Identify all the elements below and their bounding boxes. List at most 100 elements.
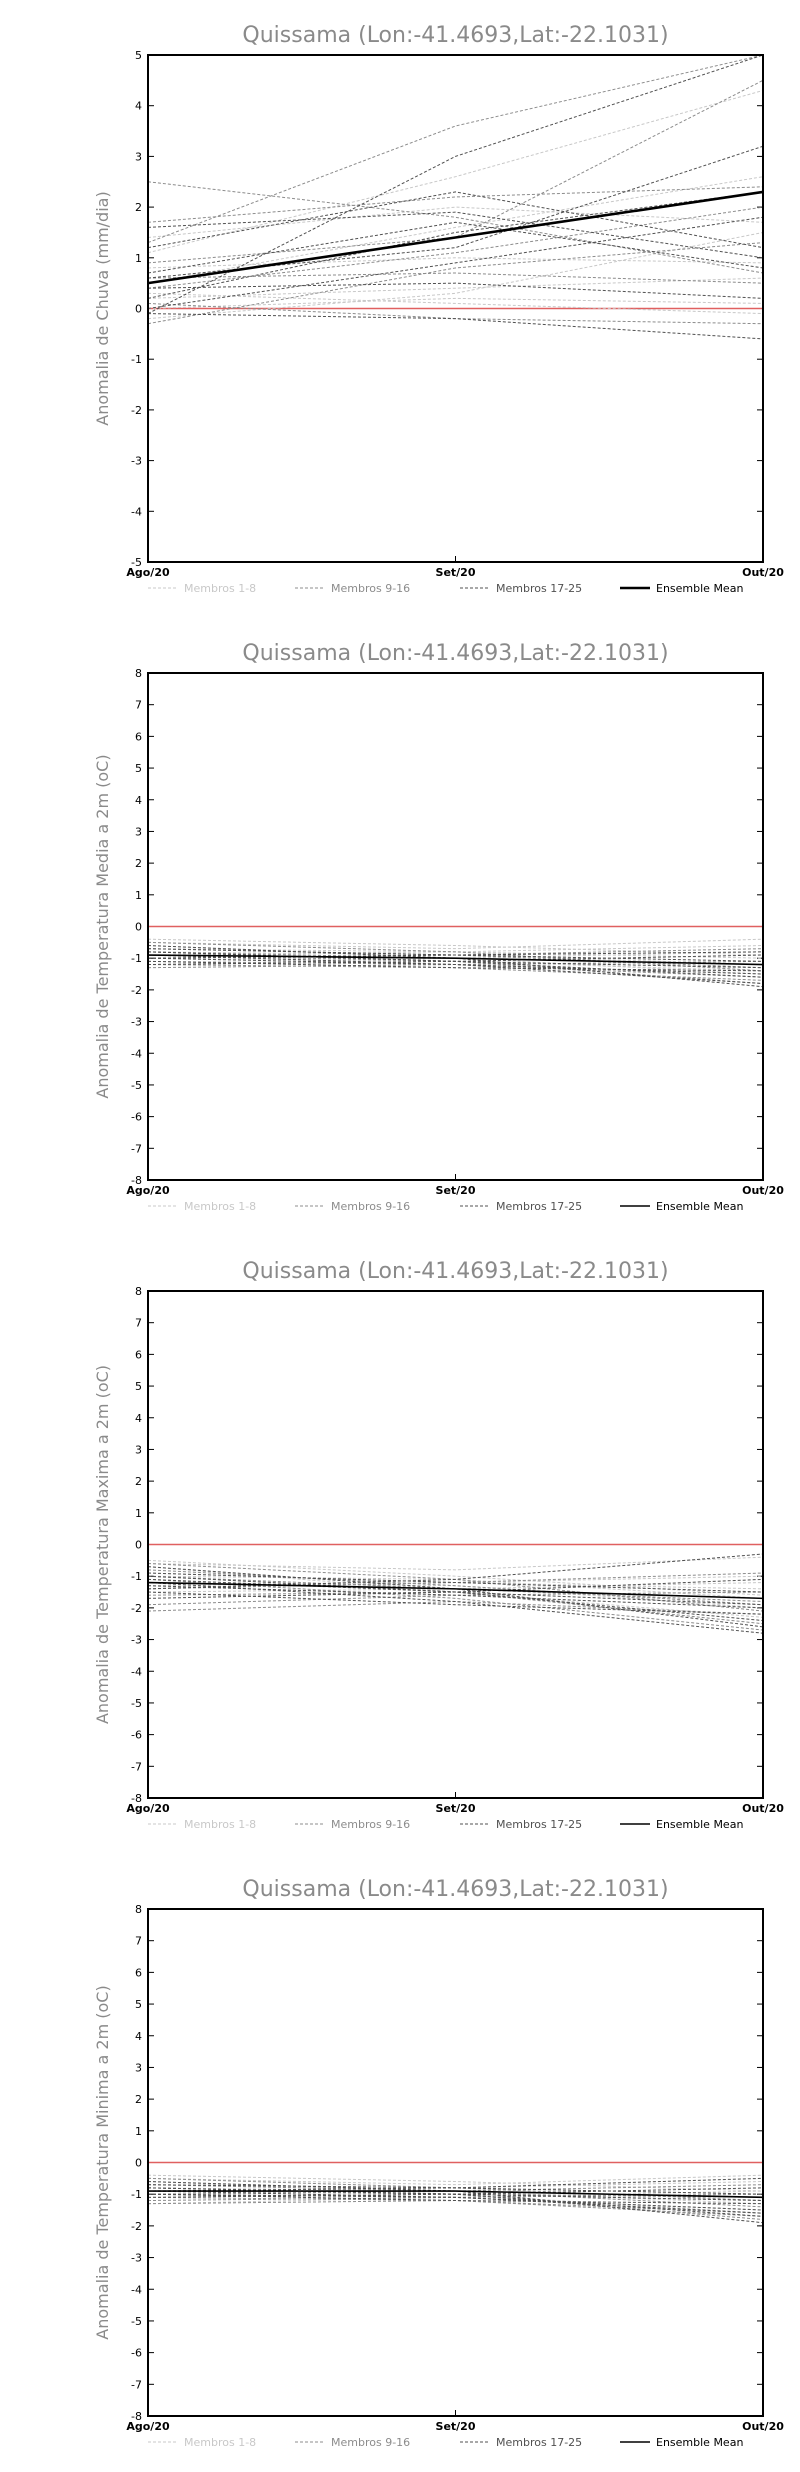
- y-tick-label: 0: [135, 2157, 142, 2170]
- y-tick-label: 4: [135, 1412, 142, 1425]
- y-tick-label: -5: [131, 2315, 142, 2328]
- member-line-12: [147, 302, 764, 325]
- y-tick-label: -2: [131, 984, 142, 997]
- y-tick-label: 7: [135, 1935, 142, 1948]
- legend-label: Ensemble Mean: [656, 1818, 743, 1831]
- member-line-1: [147, 176, 764, 284]
- member-line-15: [147, 242, 764, 325]
- x-tick-label: Out/20: [742, 2420, 784, 2433]
- member-line-21: [147, 2190, 764, 2214]
- y-tick-label: -2: [131, 404, 142, 417]
- y-tick-label: -8: [131, 1792, 142, 1805]
- x-tick-label: Set/20: [436, 1802, 476, 1815]
- member-line-19: [147, 191, 764, 249]
- member-line-23: [147, 1591, 764, 1615]
- y-tick-label: 1: [135, 252, 142, 265]
- y-tick-label: -4: [131, 1665, 142, 1678]
- chart-panel-3: Quissama (Lon:-41.4693,Lat:-22.1031) Anom…: [93, 1259, 784, 1831]
- legend-label: Membros 9-16: [331, 2436, 410, 2449]
- y-tick-label: -5: [131, 1079, 142, 1092]
- y-tick-label: 2: [135, 857, 142, 870]
- y-tick-label: -8: [131, 1174, 142, 1187]
- member-line-1: [147, 2174, 764, 2192]
- x-tick-label: Out/20: [742, 566, 784, 579]
- ensemble-mean-line: [147, 190, 764, 285]
- member-line-14: [147, 272, 764, 284]
- y-tick-label: 3: [135, 150, 142, 163]
- y-tick-label: -1: [131, 952, 142, 965]
- y-tick-label: 7: [135, 1317, 142, 1330]
- member-line-4: [147, 297, 764, 309]
- member-line-22: [147, 1572, 764, 1593]
- member-line-24: [147, 1553, 764, 1590]
- member-line-21: [147, 1582, 764, 1634]
- y-tick-label: -5: [131, 1697, 142, 1710]
- legend-label: Membros 9-16: [331, 582, 410, 595]
- chart-title: Quissama (Lon:-41.4693,Lat:-22.1031): [242, 641, 668, 666]
- y-tick-label: 1: [135, 1507, 142, 1520]
- legend-label: Membros 1-8: [184, 1818, 256, 1831]
- y-tick-label: -8: [131, 2410, 142, 2423]
- member-line-4: [147, 1556, 764, 1571]
- member-line-10: [147, 1569, 764, 1606]
- x-tick-label: Set/20: [436, 566, 476, 579]
- x-tick-label: Ago/20: [126, 1184, 170, 1197]
- ensemble-mean-line: [147, 1581, 764, 1600]
- y-tick-label: 1: [135, 2125, 142, 2138]
- chart-title: Quissama (Lon:-41.4693,Lat:-22.1031): [242, 23, 668, 48]
- member-line-17: [147, 54, 764, 315]
- x-tick-label: Set/20: [436, 2420, 476, 2433]
- member-line-11: [147, 206, 764, 289]
- member-line-23: [147, 221, 764, 274]
- plot-frame: [147, 54, 764, 563]
- chart-title: Quissama (Lon:-41.4693,Lat:-22.1031): [242, 1877, 668, 1902]
- y-tick-label: 6: [135, 730, 142, 743]
- y-axis-label: Anomalia de Chuva (mm/dia): [93, 191, 112, 425]
- member-line-25: [147, 951, 764, 969]
- y-tick-label: 2: [135, 1475, 142, 1488]
- member-line-23: [147, 960, 764, 972]
- y-tick-label: -3: [131, 2252, 142, 2265]
- legend-label: Membros 9-16: [331, 1818, 410, 1831]
- y-tick-label: -5: [131, 556, 142, 569]
- ensemble-mean-line: [148, 2190, 764, 2199]
- member-line-7: [147, 292, 764, 315]
- legend-label: Membros 9-16: [331, 1200, 410, 1213]
- y-axis-label: Anomalia de Temperatura Media a 2m (oC): [93, 754, 112, 1098]
- y-tick-label: 2: [135, 201, 142, 214]
- y-tick-label: -2: [131, 1602, 142, 1615]
- member-line-21: [147, 954, 764, 985]
- legend-label: Ensemble Mean: [656, 1200, 743, 1213]
- y-tick-label: -3: [131, 1634, 142, 1647]
- y-tick-label: 4: [135, 2030, 142, 2043]
- y-tick-label: -4: [131, 505, 142, 518]
- x-tick-label: Ago/20: [126, 566, 170, 579]
- y-tick-label: -3: [131, 455, 142, 468]
- y-tick-label: -4: [131, 1047, 142, 1060]
- y-tick-label: 8: [135, 1903, 142, 1916]
- y-axis-label: Anomalia de Temperatura Minima a 2m (oC): [93, 1985, 112, 2339]
- plot-frame: [147, 1290, 764, 1799]
- x-tick-label: Ago/20: [126, 1802, 170, 1815]
- member-line-6: [147, 257, 764, 269]
- member-line-5: [147, 231, 764, 320]
- y-tick-label: -6: [131, 1729, 142, 1742]
- y-tick-label: 0: [135, 1539, 142, 1552]
- y-tick-label: 5: [135, 49, 142, 62]
- y-axis-label: Anomalia de Temperatura Maxima a 2m (oC): [93, 1365, 112, 1724]
- legend-label: Membros 17-25: [496, 1818, 582, 1831]
- y-tick-label: 7: [135, 699, 142, 712]
- member-line-13: [147, 186, 764, 223]
- y-tick-label: -1: [131, 353, 142, 366]
- legend-label: Membros 17-25: [496, 1200, 582, 1213]
- y-tick-label: -4: [131, 2283, 142, 2296]
- y-tick-label: 5: [135, 1380, 142, 1393]
- member-line-22: [147, 211, 764, 259]
- chart-panel-2: Quissama (Lon:-41.4693,Lat:-22.1031) Anom…: [93, 641, 784, 1213]
- member-line-21: [147, 313, 764, 340]
- member-line-4: [147, 2174, 764, 2186]
- chart-title: Quissama (Lon:-41.4693,Lat:-22.1031): [242, 1259, 668, 1284]
- legend-label: Ensemble Mean: [656, 2436, 743, 2449]
